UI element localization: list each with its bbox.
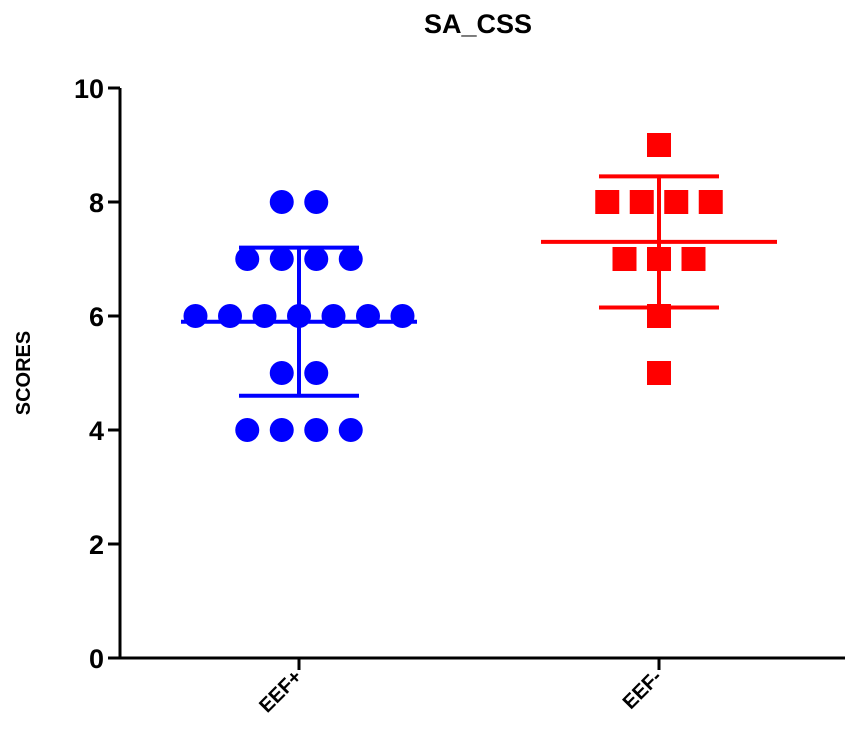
x-tick-label: EEF+	[255, 666, 306, 717]
data-point	[269, 190, 294, 214]
data-point	[338, 418, 363, 442]
axes: 0 2 4 6 8 10 EEF+ EEF-	[74, 74, 845, 717]
data-point	[612, 247, 637, 271]
y-tick-label: 8	[89, 188, 104, 218]
data-point	[269, 361, 294, 385]
data-point	[269, 247, 294, 271]
data-point	[304, 418, 329, 442]
data-point	[183, 304, 208, 328]
chart-title: SA_CSS	[424, 9, 532, 39]
y-tick-label: 0	[89, 644, 104, 674]
data-point	[338, 247, 363, 271]
y-tick-label: 2	[89, 530, 104, 560]
data-point	[304, 190, 329, 214]
x-tick-label: EEF-	[619, 666, 667, 714]
y-axis-label: SCORES	[13, 331, 35, 415]
data-point	[269, 418, 294, 442]
data-point	[647, 361, 671, 385]
y-tick-label: 10	[74, 74, 104, 104]
data-point	[235, 247, 260, 271]
data-point	[218, 304, 242, 328]
data-marks	[181, 133, 777, 442]
data-point	[304, 247, 329, 271]
data-point	[356, 304, 380, 328]
data-point	[629, 190, 654, 214]
data-point	[681, 247, 706, 271]
data-point	[647, 133, 671, 157]
data-point	[304, 361, 329, 385]
data-point	[235, 418, 260, 442]
y-tick-label: 6	[89, 302, 104, 332]
data-point	[698, 190, 723, 214]
data-point	[664, 190, 689, 214]
data-point	[390, 304, 415, 328]
data-point	[252, 304, 277, 328]
data-point	[595, 190, 620, 214]
y-tick-label: 4	[89, 416, 104, 446]
data-point	[321, 304, 346, 328]
